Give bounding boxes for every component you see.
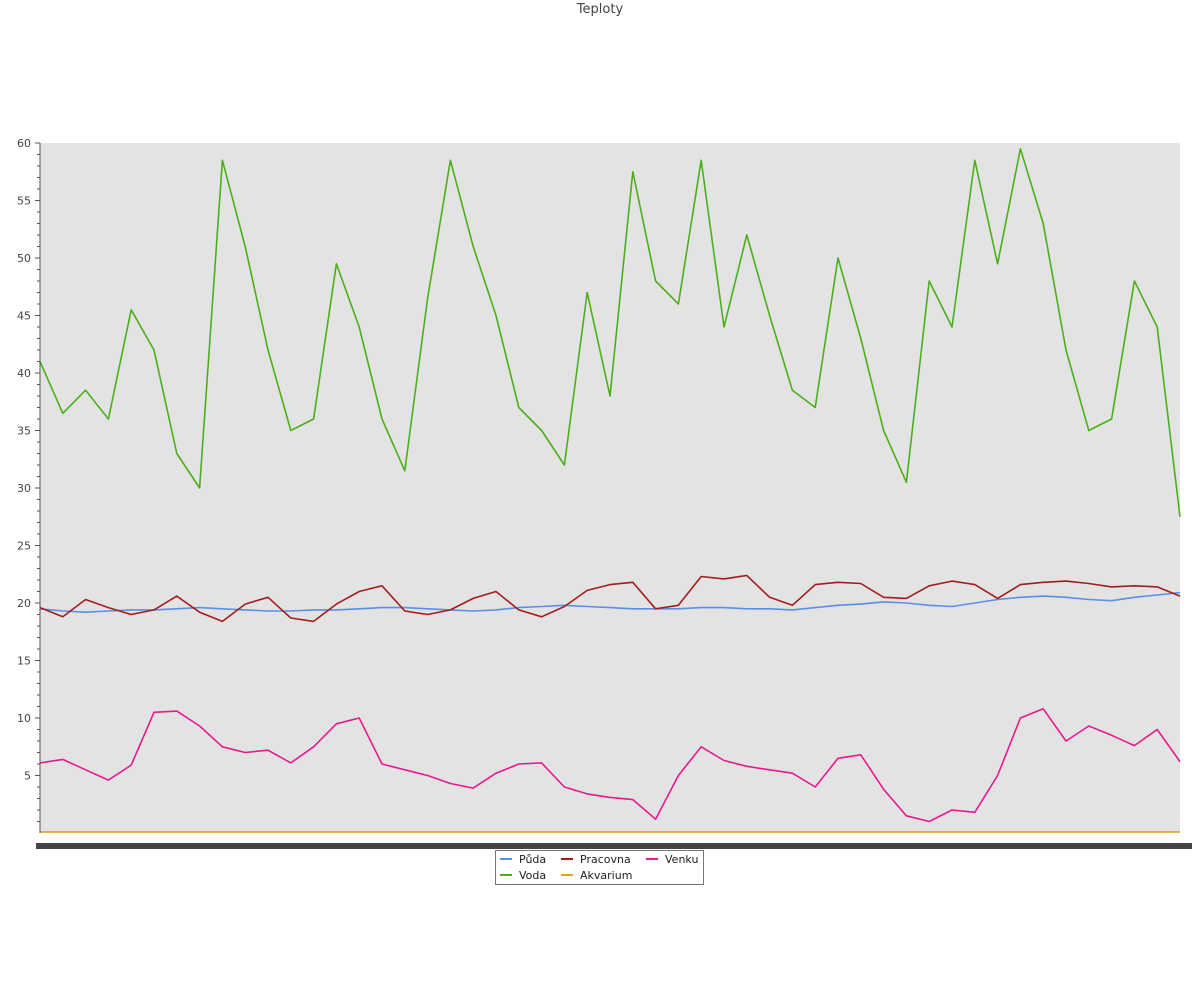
legend-swatch	[561, 858, 573, 860]
legend-item-venku: Venku	[646, 853, 698, 867]
y-tick-label: 50	[17, 252, 31, 265]
chart-title: Teploty	[576, 2, 624, 17]
y-tick-label: 25	[17, 540, 31, 553]
y-tick-label: 40	[17, 367, 31, 380]
legend-swatch	[500, 858, 512, 860]
legend-swatch	[646, 858, 658, 860]
y-tick-label: 15	[17, 655, 31, 668]
legend-label: Pracovna	[580, 853, 631, 866]
legend-swatch	[561, 874, 573, 876]
y-tick-label: 30	[17, 482, 31, 495]
legend-swatch	[500, 874, 512, 876]
legend-item-akvarium: Akvarium	[561, 869, 632, 883]
y-tick-label: 45	[17, 310, 31, 323]
legend-label: Voda	[519, 869, 547, 882]
legend-label: Akvarium	[580, 869, 633, 882]
legend-label: Venku	[665, 853, 699, 866]
legend: Půda Voda Pracovna Akvarium Venku	[495, 850, 704, 885]
series-layer	[39, 148, 1181, 833]
y-axis-ticks: 5 10 15 20 25 30 35 40 45 50 55 60	[17, 137, 40, 822]
series-line-venku	[39, 707, 1181, 823]
plot-area	[40, 143, 1180, 833]
x-axis-band	[36, 843, 1192, 849]
series-line-voda	[39, 148, 1181, 517]
legend-item-půda: Půda	[500, 853, 546, 867]
y-tick-label: 5	[24, 770, 31, 783]
legend-label: Půda	[519, 853, 547, 866]
series-line-pracovna	[39, 574, 1181, 623]
series-line-půda	[39, 591, 1181, 614]
y-tick-label: 55	[17, 195, 31, 208]
legend-item-voda: Voda	[500, 869, 546, 883]
y-tick-label: 10	[17, 712, 31, 725]
y-tick-label: 35	[17, 425, 31, 438]
y-tick-label: 20	[17, 597, 31, 610]
y-tick-label: 60	[17, 137, 31, 150]
legend-item-pracovna: Pracovna	[561, 853, 631, 867]
